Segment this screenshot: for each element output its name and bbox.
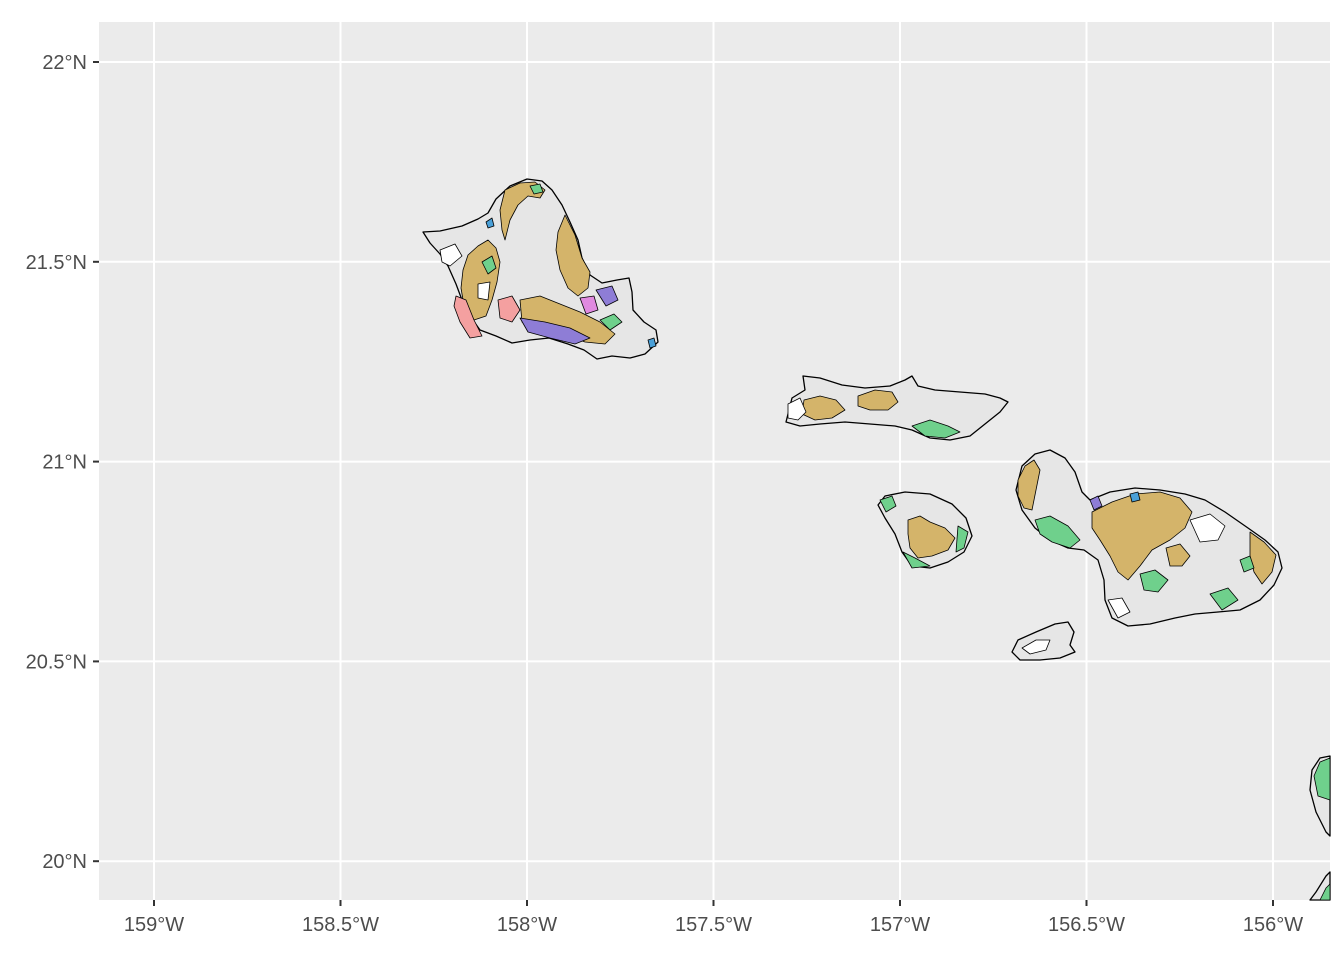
oahu-tan-ridge [555,214,591,297]
y-tick-label: 22°N [42,52,87,74]
x-axis: 159°W 158.5°W 158°W 157.5°W 157°W 156.5°W 156°… [124,900,1303,936]
island-kahoolawe [1011,621,1076,661]
island-hawaii-edge [1309,755,1331,901]
oahu-green-2 [599,313,623,331]
oahu-green-1 [481,255,497,275]
maui-green-east [1209,587,1239,611]
y-tick-label: 21.5°N [26,252,87,274]
oahu-purple-2 [595,285,619,307]
gridlines [99,22,1330,900]
molokai-white-west [787,397,807,421]
lanai-green-ne [879,495,897,513]
x-tick-label: 156°W [1243,914,1303,936]
oahu-green-3 [529,183,544,195]
x-tick-label: 158°W [497,914,557,936]
x-tick-label: 156.5°W [1048,914,1125,936]
maui-tan-west [1017,459,1041,511]
oahu-magenta-1 [579,295,599,315]
y-axis: 22°N 21.5°N 21°N 20.5°N 20°N [26,52,99,873]
molokai-tan-central [857,389,899,411]
oahu-purple-1 [519,317,591,345]
island-maui [1015,449,1283,627]
oahu-blue-2 [647,337,657,349]
molokai-tan-west [801,395,846,421]
maui-tan-haleakala [1091,491,1193,581]
kahoolawe-white [1021,639,1051,655]
y-tick-label: 20.5°N [26,651,87,673]
y-tick-label: 21°N [42,452,87,474]
islands-layer [422,178,1331,901]
maui-white-crater [1189,513,1226,543]
lanai-tan [907,515,956,559]
maui-green-hana [1239,555,1255,573]
x-tick-label: 158.5°W [302,914,379,936]
island-molokai [785,375,1009,441]
maui-white-south [1107,597,1131,619]
lanai-green-e [955,525,969,553]
x-tick-label: 159°W [124,914,184,936]
molokai-outline [785,375,1009,441]
island-lanai [877,491,973,569]
molokai-green-south [911,419,961,439]
oahu-pink-west [453,295,483,339]
maui-blue [1129,491,1141,503]
maui-green-south [1139,569,1169,593]
x-tick-label: 157.5°W [675,914,752,936]
oahu-pink-central [497,295,521,323]
oahu-white-1 [439,243,463,267]
hawaii-edge-south-green [1319,883,1331,901]
y-tick-label: 20°N [42,851,87,873]
lanai-green-sw [902,551,931,569]
island-oahu [422,178,659,360]
x-tick-label: 157°W [870,914,930,936]
oahu-tan-koolau [499,181,546,241]
hawaii-edge-green [1313,757,1331,801]
oahu-white-2 [477,281,491,301]
oahu-blue-1 [485,217,495,229]
maui-purple [1089,495,1103,511]
maui-green-west [1034,515,1081,549]
maui-tan-upcountry [1165,543,1191,567]
